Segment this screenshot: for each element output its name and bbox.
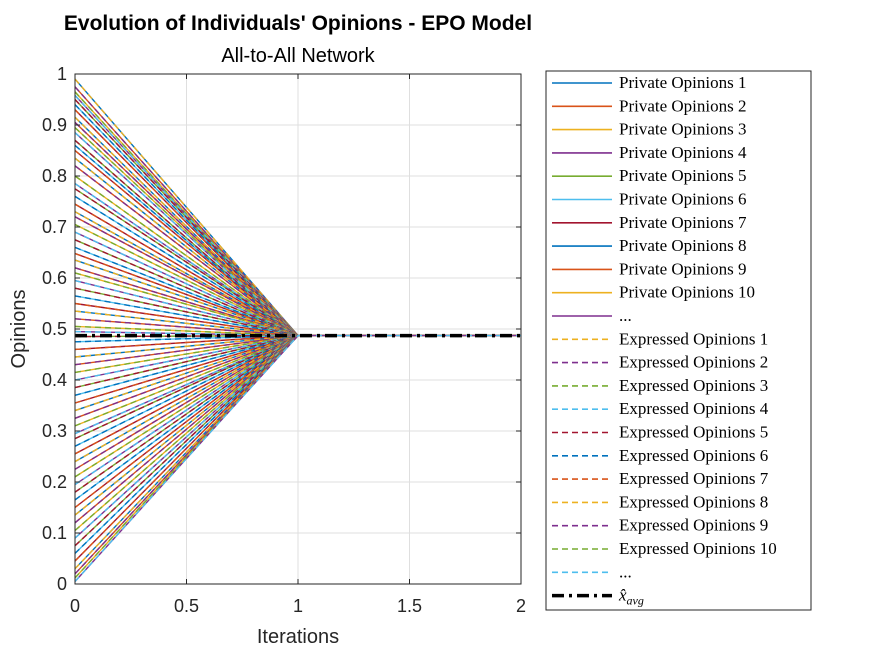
expressed-opinion-line	[74, 334, 521, 381]
y-tick-label: 0.1	[42, 523, 67, 543]
legend-box	[545, 70, 812, 611]
y-axis-label: Opinions	[8, 290, 30, 369]
legend-label: Expressed Opinions 3	[619, 376, 768, 395]
x-tick-label: 0.5	[174, 596, 199, 616]
y-tick-label: 0	[57, 574, 67, 594]
x-tick-label: 2	[516, 596, 526, 616]
legend: Private Opinions 1 Private Opinions 2 Priv…	[545, 70, 812, 611]
legend-label: ...	[619, 306, 632, 325]
legend-label: Private Opinions 10	[619, 283, 755, 302]
legend-label: Private Opinions 4	[619, 143, 747, 162]
y-tick-label: 0.2	[42, 472, 67, 492]
legend-label: Expressed Opinions 7	[619, 469, 769, 488]
plot-area	[74, 78, 521, 582]
legend-label: Expressed Opinions 8	[619, 492, 768, 511]
y-tick-label: 0.3	[42, 421, 67, 441]
legend-label: Private Opinions 8	[619, 236, 747, 255]
expressed-opinion-line	[74, 334, 521, 582]
y-tick-label: 0.8	[42, 166, 67, 186]
expressed-opinion-line	[74, 78, 521, 337]
y-tick-label: 0.4	[42, 370, 67, 390]
legend-label: Expressed Opinions 10	[619, 539, 777, 558]
legend-label: Expressed Opinions 9	[619, 516, 768, 535]
y-tick-label: 0.9	[42, 115, 67, 135]
expressed-opinion-line	[74, 109, 521, 337]
expressed-opinion-line	[74, 121, 521, 337]
x-tick-label: 0	[70, 596, 80, 616]
legend-label: Private Opinions 5	[619, 166, 747, 185]
y-tick-label: 0.5	[42, 319, 67, 339]
expressed-opinion-line	[74, 287, 521, 337]
expressed-opinion-line	[74, 223, 521, 337]
x-tick-label: 1	[293, 596, 303, 616]
expressed-opinion-line	[74, 334, 521, 447]
x-tick-label: 1.5	[397, 596, 422, 616]
legend-label: Expressed Opinions 4	[619, 399, 769, 418]
legend-label: Expressed Opinions 1	[619, 329, 768, 348]
legend-label: Expressed Opinions 5	[619, 423, 768, 442]
y-tick-label: 0.6	[42, 268, 67, 288]
axis-ticks: 0 0.5 1 1.5 2 0 0.1 0.2 0.3 0.4 0.5 0.6 0.7 0.8 0.9 1	[42, 64, 526, 616]
x-axis-label: Iterations	[257, 626, 339, 648]
legend-label: Private Opinions 9	[619, 259, 747, 278]
legend-label: Private Opinions 2	[619, 96, 747, 115]
chart-subtitle: All-to-All Network	[221, 45, 375, 67]
legend-label: Expressed Opinions 6	[619, 446, 768, 465]
legend-label: Private Opinions 7	[619, 213, 747, 232]
legend-label: Expressed Opinions 2	[619, 353, 768, 372]
legend-label: ...	[619, 562, 632, 581]
legend-label: Private Opinions 6	[619, 190, 747, 209]
y-tick-label: 0.7	[42, 217, 67, 237]
legend-label: Private Opinions 1	[619, 73, 747, 92]
legend-label: Private Opinions 3	[619, 120, 747, 139]
chart-title: Evolution of Individuals' Opinions - EPO…	[64, 12, 532, 35]
y-tick-label: 1	[57, 64, 67, 84]
